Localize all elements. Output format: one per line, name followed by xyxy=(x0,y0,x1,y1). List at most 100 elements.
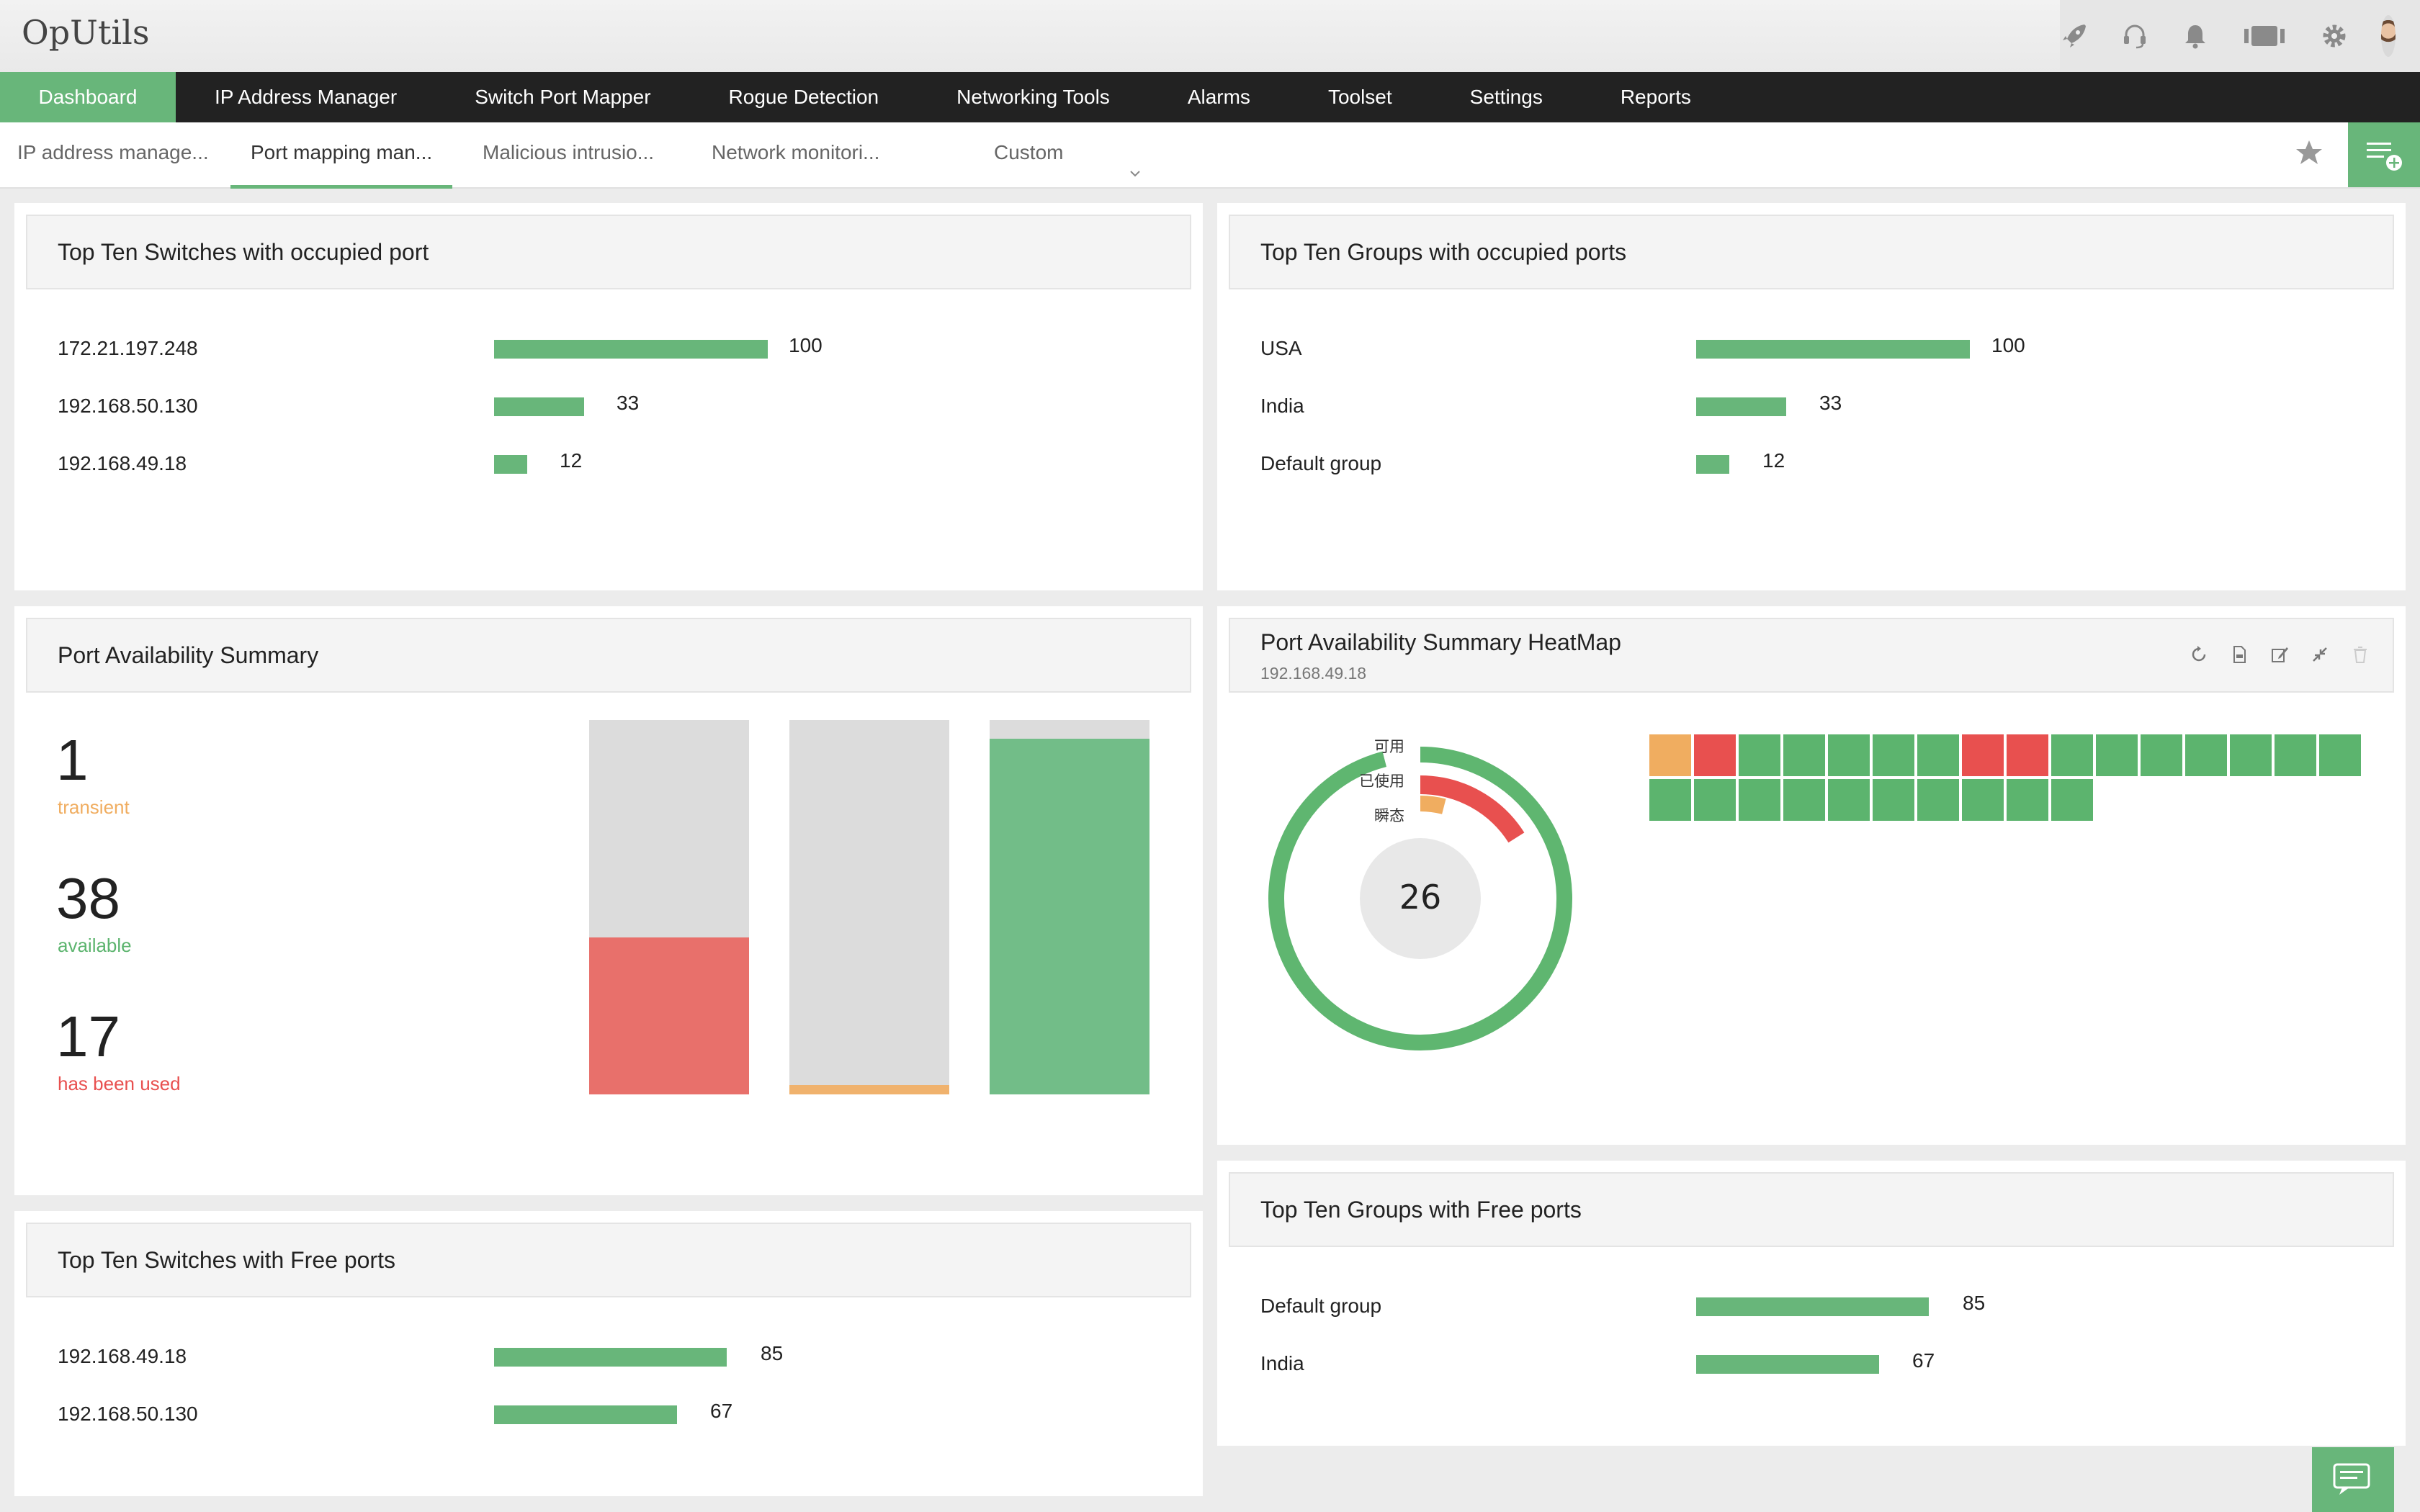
widget-header: Port Availability Summary HeatMap 192.16… xyxy=(1229,618,2394,693)
row-label: India xyxy=(1260,395,1304,417)
nav-ip-address-manager[interactable]: IP Address Manager xyxy=(215,86,398,108)
edit-icon[interactable] xyxy=(2269,644,2290,665)
free-bar-2[interactable] xyxy=(494,1405,677,1424)
heatmap-port-cell[interactable] xyxy=(2051,734,2093,776)
stat-available-value: 38 xyxy=(56,866,120,930)
export-pdf-icon[interactable] xyxy=(2228,644,2250,665)
widget-header: Top Ten Switches with occupied port xyxy=(26,215,1191,289)
bar-value: 85 xyxy=(1963,1292,1986,1314)
occupied-bar-2[interactable] xyxy=(1696,397,1786,416)
widget-header: Top Ten Groups with Free ports xyxy=(1229,1172,2394,1247)
bar-value: 100 xyxy=(1991,334,2025,356)
heatmap-port-cell[interactable] xyxy=(1962,779,2004,821)
heatmap-port-cell[interactable] xyxy=(1739,734,1780,776)
stat-used-label: has been used xyxy=(58,1073,181,1094)
widget-toolbar xyxy=(2188,644,2371,665)
heatmap-donut-chart: 26 可用 已使用 瞬态 xyxy=(1268,738,1572,1050)
nav-reports[interactable]: Reports xyxy=(1620,86,1691,108)
heatmap-port-cell[interactable] xyxy=(2141,734,2182,776)
summary-column-fill xyxy=(990,739,1150,1094)
heatmap-port-cell[interactable] xyxy=(1739,779,1780,821)
nav-switch-port-mapper[interactable]: Switch Port Mapper xyxy=(475,86,651,108)
row-label: 192.168.50.130 xyxy=(58,395,198,417)
tab-ip-address-management[interactable]: IP address manage... xyxy=(17,141,209,163)
widget-title: Port Availability Summary xyxy=(58,642,319,668)
heatmap-port-cell[interactable] xyxy=(1828,779,1870,821)
bell-icon[interactable] xyxy=(2181,20,2210,52)
heatmap-port-cell[interactable] xyxy=(1783,734,1825,776)
bar-value: 85 xyxy=(761,1342,784,1364)
chat-icon xyxy=(2333,1463,2370,1495)
user-avatar[interactable] xyxy=(2381,15,2396,57)
refresh-icon[interactable] xyxy=(2188,644,2210,665)
headset-icon[interactable] xyxy=(2120,20,2149,52)
heatmap-port-cell[interactable] xyxy=(2185,734,2227,776)
heatmap-port-cell[interactable] xyxy=(1694,734,1736,776)
nav-rogue-detection[interactable]: Rogue Detection xyxy=(728,86,879,108)
donut-arcs xyxy=(1268,747,1572,1050)
legend-transient: 瞬态 xyxy=(1374,807,1404,824)
occupied-bar-2[interactable] xyxy=(494,397,584,416)
widget-title: Port Availability Summary HeatMap xyxy=(1260,629,1621,655)
legend-used: 已使用 xyxy=(1359,773,1404,790)
bar-value: 12 xyxy=(1762,449,1785,472)
free-bar-1[interactable] xyxy=(494,1348,727,1367)
server-icon[interactable] xyxy=(2241,20,2287,52)
heatmap-port-cell[interactable] xyxy=(1873,734,1914,776)
occupied-bar-1[interactable] xyxy=(494,340,768,359)
app-logo[interactable]: OpUtils xyxy=(22,13,150,52)
row-label: USA xyxy=(1260,337,1302,359)
summary-column-available[interactable] xyxy=(990,720,1150,1094)
free-bar-2[interactable] xyxy=(1696,1355,1879,1374)
gear-icon[interactable] xyxy=(2319,20,2349,52)
summary-column-used[interactable] xyxy=(589,720,749,1094)
free-bar-1[interactable] xyxy=(1696,1297,1929,1316)
donut-arc[interactable] xyxy=(1420,796,1446,814)
star-icon[interactable] xyxy=(2295,138,2323,171)
chat-button[interactable] xyxy=(2312,1447,2394,1512)
heatmap-port-cell[interactable] xyxy=(2007,734,2048,776)
widget-top-switches-free: Top Ten Switches with Free ports 192.168… xyxy=(14,1211,1203,1496)
stat-transient-label: transient xyxy=(58,796,130,818)
heatmap-port-cell[interactable] xyxy=(2051,779,2093,821)
heatmap-port-cell[interactable] xyxy=(1828,734,1870,776)
add-widget-button[interactable] xyxy=(2348,122,2420,187)
heatmap-port-cell[interactable] xyxy=(2230,734,2272,776)
tab-network-monitoring[interactable]: Network monitori... xyxy=(712,141,880,163)
delete-icon[interactable] xyxy=(2349,644,2371,665)
nav-alarms[interactable]: Alarms xyxy=(1187,86,1250,108)
heatmap-port-cell[interactable] xyxy=(1694,779,1736,821)
tab-malicious-intrusion[interactable]: Malicious intrusio... xyxy=(483,141,655,163)
nav-settings[interactable]: Settings xyxy=(1469,86,1543,108)
row-label: 192.168.50.130 xyxy=(58,1403,198,1425)
heatmap-port-cell[interactable] xyxy=(1649,779,1691,821)
occupied-bar-3[interactable] xyxy=(494,455,527,474)
occupied-bar-3[interactable] xyxy=(1696,455,1729,474)
top-bar: OpUtils xyxy=(0,0,2420,72)
occupied-bar-1[interactable] xyxy=(1696,340,1970,359)
summary-column-transient[interactable] xyxy=(789,720,949,1094)
heatmap-port-cell[interactable] xyxy=(1917,734,1959,776)
heatmap-grid xyxy=(1649,734,2370,828)
bar-value: 33 xyxy=(617,392,640,414)
rocket-icon[interactable] xyxy=(2060,20,2089,52)
heatmap-port-cell[interactable] xyxy=(1783,779,1825,821)
heatmap-port-cell[interactable] xyxy=(2275,734,2316,776)
row-label: Default group xyxy=(1260,1295,1382,1317)
heatmap-port-cell[interactable] xyxy=(2096,734,2138,776)
widget-title: Top Ten Groups with Free ports xyxy=(1260,1197,1582,1223)
heatmap-port-cell[interactable] xyxy=(1917,779,1959,821)
custom-dashboard-select[interactable]: Custom xyxy=(994,122,1152,189)
donut-arc[interactable] xyxy=(1268,747,1572,1050)
heatmap-port-cell[interactable] xyxy=(1962,734,2004,776)
donut-arc[interactable] xyxy=(1420,775,1525,843)
collapse-icon[interactable] xyxy=(2309,644,2331,665)
heatmap-port-cell[interactable] xyxy=(1873,779,1914,821)
heatmap-port-cell[interactable] xyxy=(2319,734,2361,776)
tab-port-mapping[interactable]: Port mapping man... xyxy=(230,122,453,189)
heatmap-port-cell[interactable] xyxy=(1649,734,1691,776)
nav-dashboard[interactable]: Dashboard xyxy=(0,72,176,122)
nav-toolset[interactable]: Toolset xyxy=(1327,86,1392,108)
nav-networking-tools[interactable]: Networking Tools xyxy=(956,86,1110,108)
heatmap-port-cell[interactable] xyxy=(2007,779,2048,821)
